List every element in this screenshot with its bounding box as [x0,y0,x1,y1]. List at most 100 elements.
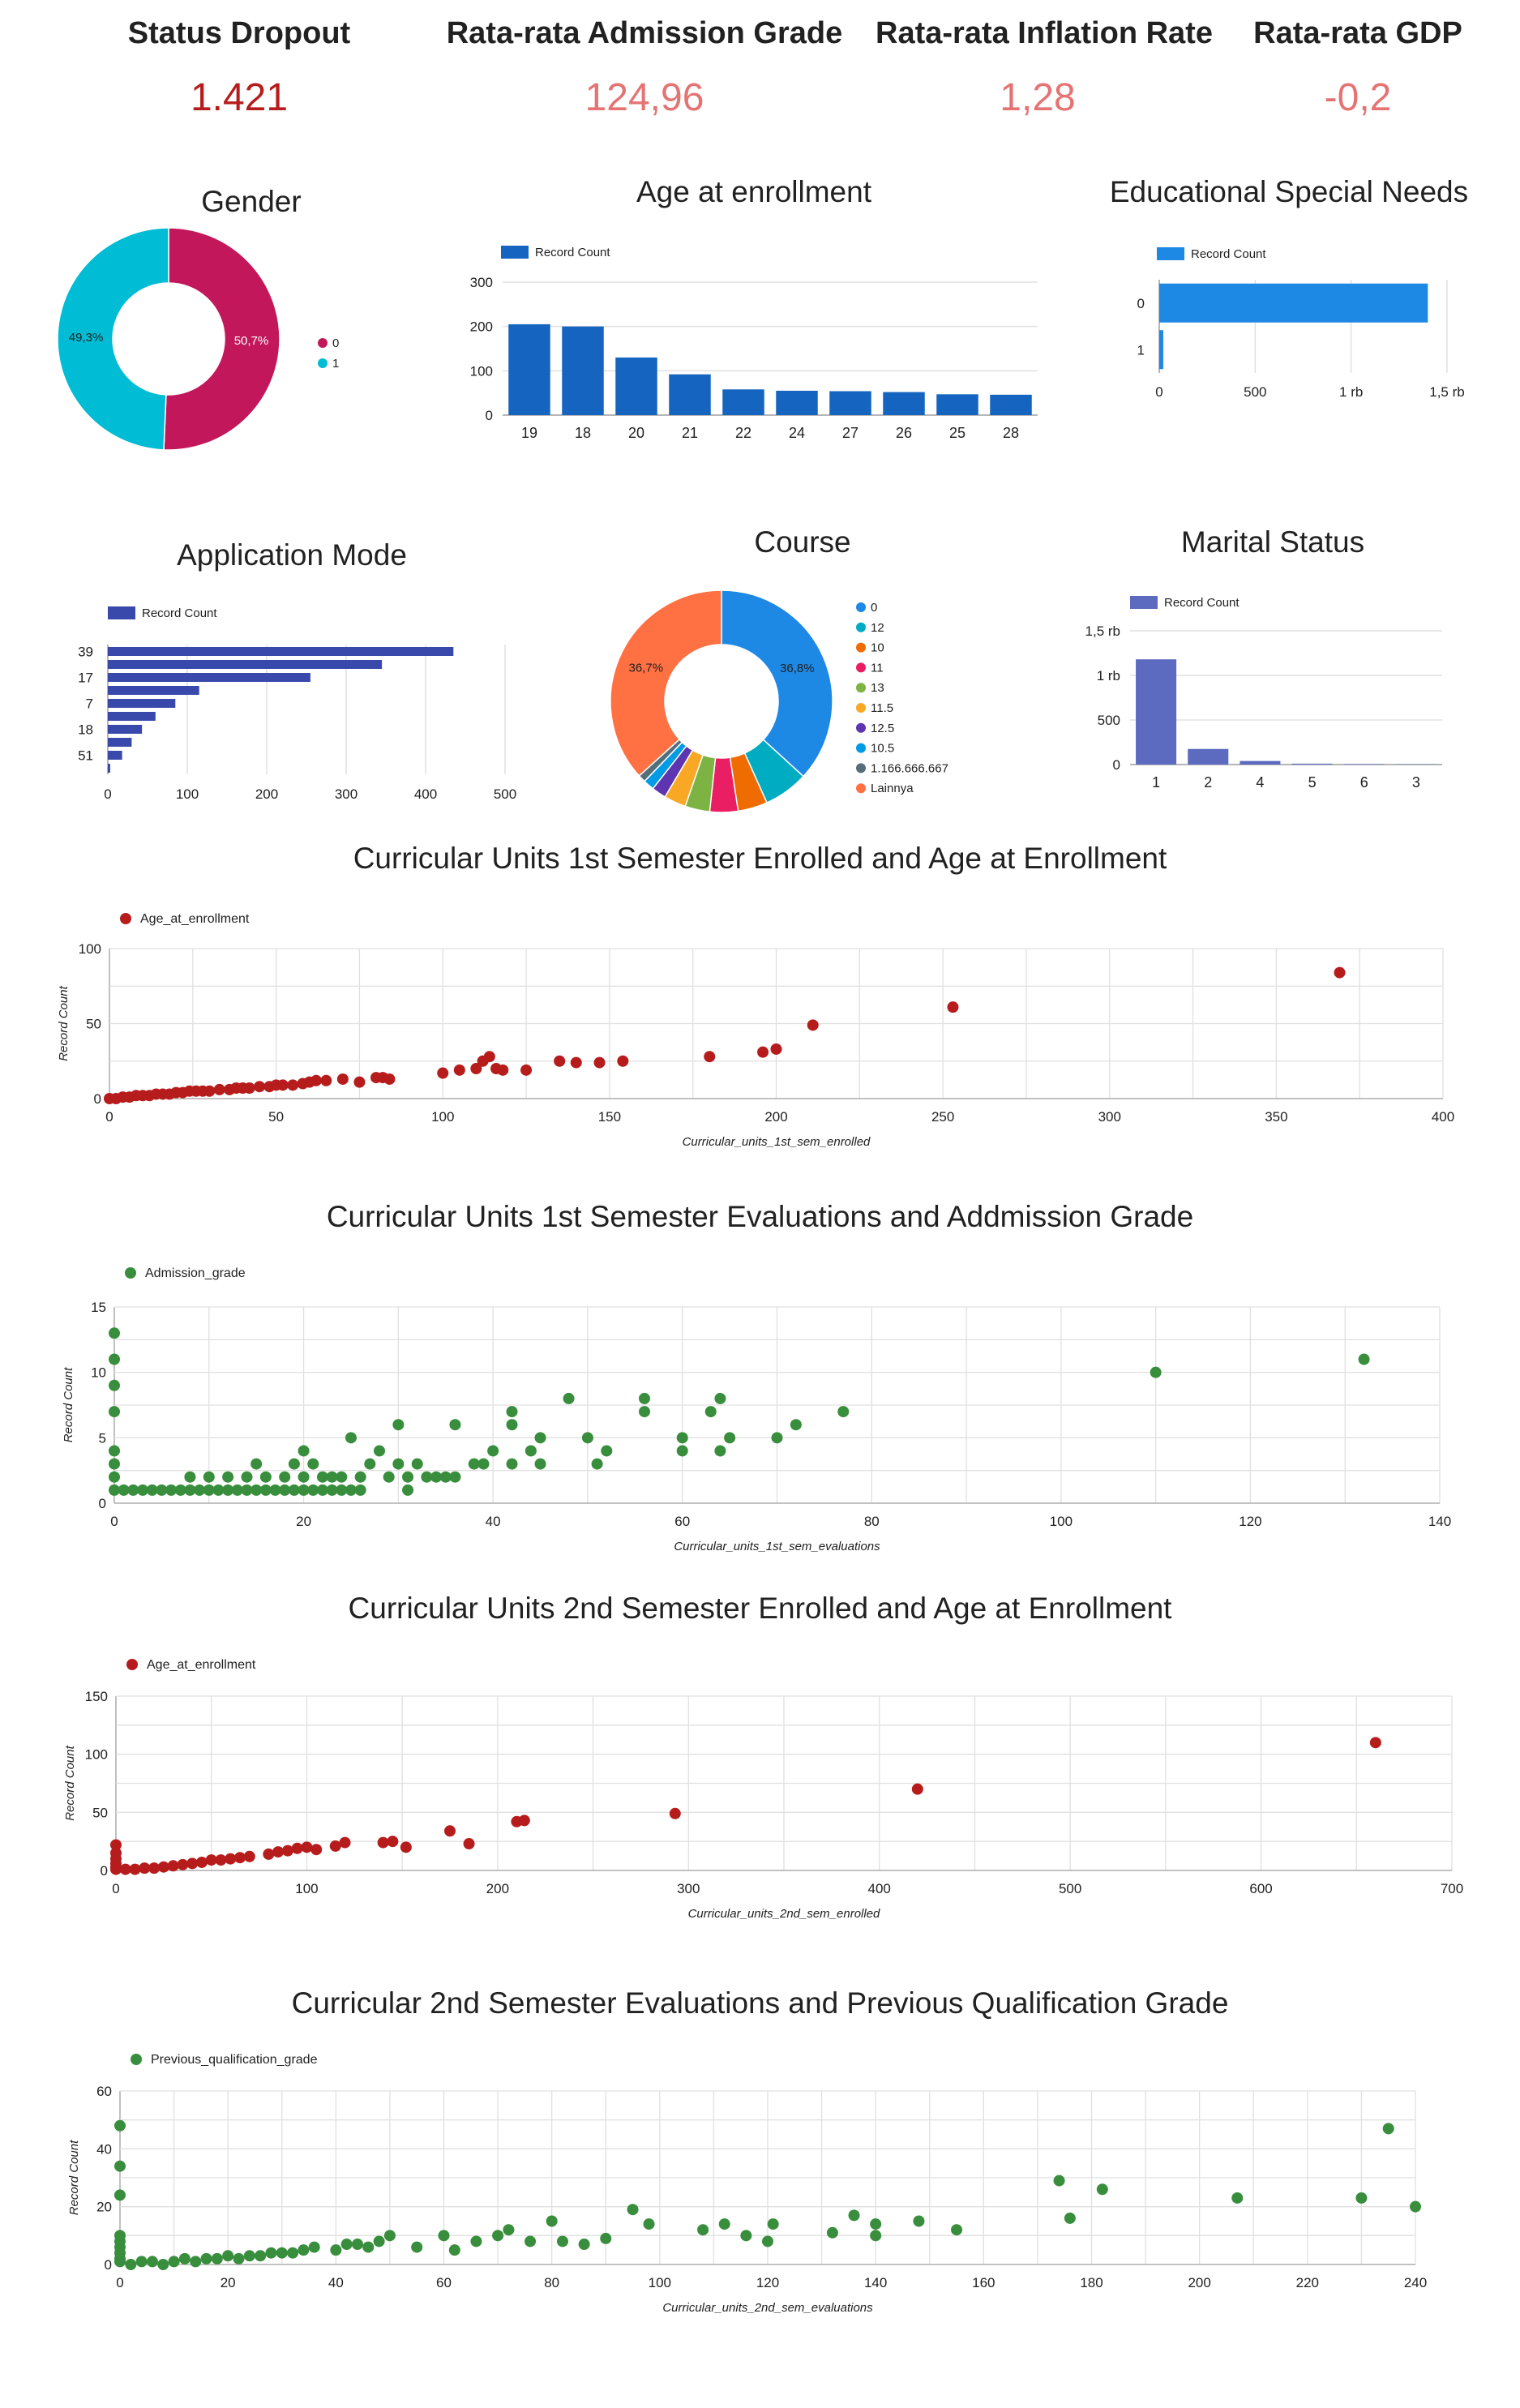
age-bar-8 [936,394,978,415]
gender-legend-marker-0 [318,338,328,348]
sc4-xaxis-label: Curricular_units_2nd_sem_evaluations [662,2301,873,2315]
sc1-point-29 [320,1074,332,1086]
sc3-xtick-label: 100 [295,1881,318,1896]
sc2-point-17 [203,1484,215,1496]
sc2-point-32 [345,1484,357,1496]
sc2-point-16 [194,1484,206,1496]
sc1-point-25 [287,1079,299,1091]
sc1-xtick-label: 300 [1098,1109,1121,1125]
sc2-ytick-label: 10 [91,1365,106,1381]
sc1-point-39 [483,1051,495,1063]
sc2-point-19 [222,1484,234,1496]
special-xtick-label: 0 [1155,384,1162,400]
sc3-xtick-label: 600 [1249,1881,1272,1896]
sc1-point-44 [570,1056,582,1069]
sc1-ytick-label: 50 [86,1017,101,1032]
sc2-point-71 [534,1458,546,1470]
appmode-xtick-label: 100 [176,786,199,802]
sc2-point-11 [146,1484,158,1496]
sc3-point-23 [291,1842,303,1854]
sc4-point-36 [470,2235,482,2247]
sc2-point-14 [174,1484,186,1496]
sc4-ytick-label: 40 [96,2141,112,2157]
sc4-point-54 [870,2218,882,2230]
sc2-point-49 [354,1471,366,1483]
sc2-point-41 [288,1458,300,1470]
sc2-point-23 [259,1484,272,1496]
appmode-ytick-label: 51 [78,748,93,764]
sc4-xtick-label: 80 [544,2275,559,2290]
sc1-xtick-label: 100 [431,1109,454,1125]
appmode-bar-3 [108,686,199,695]
age-xtick-label: 21 [682,425,698,441]
sc2-xtick-label: 40 [486,1514,501,1529]
sc2-point-68 [506,1406,518,1418]
age-bar-5 [776,390,818,415]
sc1-legend-label: Age_at_enrollment [140,912,250,926]
marital-xtick-label: 6 [1360,774,1368,791]
sc2-legend-marker [125,1267,136,1279]
sc1-point-46 [617,1055,629,1067]
kpi-value: 1.421 [190,76,289,119]
appmode-bar-5 [108,712,156,721]
sc2-point-61 [449,1419,461,1431]
sc1-point-16 [213,1083,225,1095]
sc2-point-36 [222,1471,234,1483]
sc2-point-26 [288,1484,300,1496]
sc4-point-28 [340,2239,353,2251]
sc3-point-9 [148,1862,161,1875]
age-xtick-label: 28 [1003,425,1019,441]
age-xtick-label: 20 [628,425,644,441]
marital-xtick-label: 1 [1152,774,1160,791]
sc3-point-22 [281,1845,293,1857]
sc3-point-24 [301,1841,313,1853]
sc4-point-42 [578,2239,590,2251]
sc3-point-15 [205,1854,217,1866]
sc2-point-12 [156,1484,168,1496]
sc4-point-17 [211,2252,223,2264]
marital-ytick-label: 0 [1113,757,1120,773]
sc2-point-75 [601,1445,613,1457]
sc2-point-69 [525,1445,537,1457]
sc1-xtick-label: 250 [931,1109,954,1125]
sc3-point-29 [387,1836,399,1848]
sc2-point-51 [374,1445,385,1457]
sc2-ytick-label: 5 [99,1430,106,1446]
sc2-point-3 [109,1406,120,1418]
sc3-point-31 [444,1825,456,1837]
sc1-point-43 [554,1055,566,1067]
sc4-point-13 [168,2256,180,2268]
sc2-point-64 [477,1458,490,1470]
sc4-xtick-label: 180 [1080,2275,1103,2290]
sc4-legend-marker [131,2054,142,2065]
sc2-point-22 [250,1484,263,1496]
sc2-point-54 [392,1419,405,1431]
sc2-xtick-label: 140 [1428,1514,1451,1529]
sc4-point-32 [383,2230,396,2242]
course-legend-marker-4 [856,683,866,693]
sc3-point-34 [518,1815,530,1827]
sc4-point-2 [114,2189,126,2201]
gender-slice-label-0: 50,7% [234,334,269,348]
age-bar-4 [722,389,764,415]
sc2-point-50 [364,1458,376,1470]
sc2-point-82 [714,1445,726,1457]
course-legend-marker-3 [856,662,866,673]
sc1-xtick-label: 50 [268,1109,284,1125]
scatter1-title: Curricular Units 1st Semester Enrolled a… [353,842,1167,875]
course-legend-marker-7 [856,743,866,753]
sc4-yaxis-label: Record Count [67,2140,81,2215]
sc2-point-9 [127,1484,139,1496]
sc4-point-39 [525,2235,537,2247]
marital-bar-2 [1240,761,1281,765]
kpi-label: Rata-rata GDP [1253,16,1462,50]
course-legend-label-5: 11.5 [871,701,893,715]
sc1-point-52 [1334,966,1346,979]
sc2-point-20 [231,1484,243,1496]
sc1-point-49 [770,1043,782,1055]
sc4-point-35 [448,2244,460,2256]
sc1-xtick-label: 0 [105,1109,113,1125]
age-bar-9 [990,394,1032,415]
sc2-point-44 [307,1458,319,1470]
